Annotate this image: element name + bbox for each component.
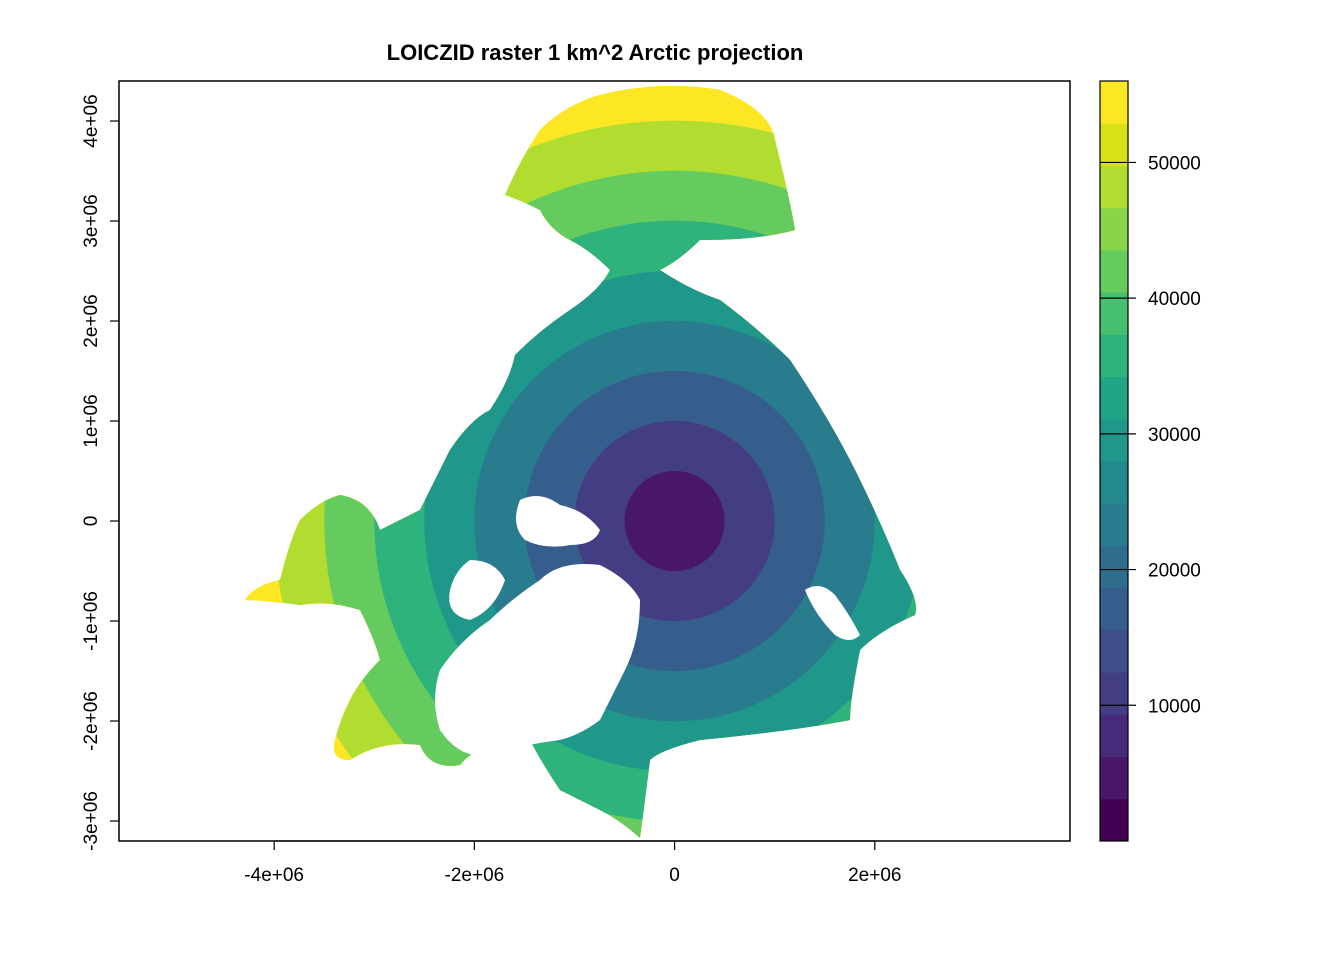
canadian-archipelago xyxy=(516,496,600,547)
x-axis: -4e+06 -2e+06 0 2e+06 xyxy=(244,840,901,886)
colorbar-segment xyxy=(1100,629,1128,673)
y-axis: -3e+06 -2e+06 -1e+06 0 1e+06 2e+06 3e+06 4e+06 xyxy=(81,94,120,851)
colorbar-segment xyxy=(1100,587,1128,631)
baffin-island xyxy=(449,560,505,620)
y-tick-label: 0 xyxy=(81,516,102,527)
colorbar-segment xyxy=(1100,503,1128,546)
colorbar-tick-label: 40000 xyxy=(1148,289,1201,310)
y-tick-label: 3e+06 xyxy=(81,194,102,247)
colorbar-segment xyxy=(1100,798,1128,842)
colorbar-segment xyxy=(1100,461,1128,504)
colorbar: 10000 20000 30000 40000 50000 xyxy=(1099,80,1201,842)
colorbar-tick-label: 20000 xyxy=(1148,561,1201,582)
colorbar-segment xyxy=(1100,418,1128,462)
colorbar-segment xyxy=(1100,545,1128,589)
chart-title: LOICZID raster 1 km^2 Arctic projection xyxy=(387,40,804,65)
colorbar-frame xyxy=(1099,80,1129,842)
y-tick-label: 1e+06 xyxy=(81,394,102,447)
colorbar-segment xyxy=(1100,672,1128,715)
svalbard-novaya xyxy=(805,586,860,640)
greenland-land xyxy=(435,564,640,756)
colorbar-tick-label: 10000 xyxy=(1148,696,1201,717)
x-tick-label: 0 xyxy=(669,865,680,886)
colorbar-segment xyxy=(1100,123,1128,166)
colorbar-tick-label: 30000 xyxy=(1148,425,1201,446)
y-tick-label: 4e+06 xyxy=(81,94,102,147)
y-tick-label: 2e+06 xyxy=(81,294,102,347)
x-tick-label: -2e+06 xyxy=(445,865,505,886)
colorbar-tick-label: 50000 xyxy=(1148,153,1201,174)
colorbar-segment xyxy=(1100,714,1128,758)
colorbar-segment xyxy=(1100,81,1128,124)
x-tick-label: 2e+06 xyxy=(848,865,901,886)
y-tick-label: -3e+06 xyxy=(81,791,102,851)
y-tick-label: -1e+06 xyxy=(81,591,102,651)
colorbar-segment xyxy=(1100,249,1128,293)
x-tick-label: -4e+06 xyxy=(244,865,304,886)
colorbar-segment xyxy=(1100,334,1128,378)
colorbar-segment xyxy=(1100,756,1128,800)
colorbar-segment xyxy=(1100,207,1128,251)
colorbar-segment xyxy=(1100,165,1128,209)
raster-band xyxy=(624,470,725,572)
colorbar-segment xyxy=(1100,376,1128,420)
y-tick-label: -2e+06 xyxy=(81,691,102,751)
colorbar-segment xyxy=(1100,292,1128,335)
